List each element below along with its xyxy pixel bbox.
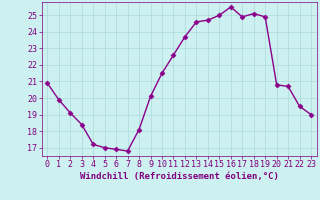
X-axis label: Windchill (Refroidissement éolien,°C): Windchill (Refroidissement éolien,°C): [80, 172, 279, 181]
